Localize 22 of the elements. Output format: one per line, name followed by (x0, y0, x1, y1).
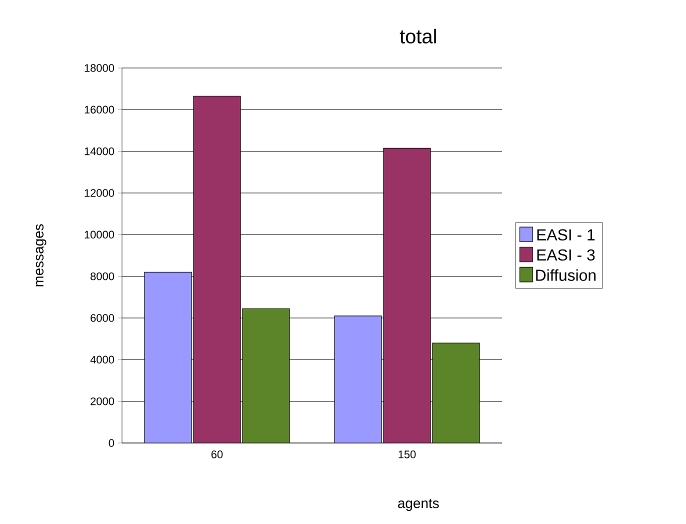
x-axis-title: agents (398, 499, 439, 511)
y-tick-label: 18000 (84, 64, 114, 72)
y-tick-label: 12000 (84, 189, 114, 197)
legend-label: EASI - 1 (537, 229, 595, 240)
y-tick-label: 6000 (90, 314, 114, 322)
y-tick-label: 2000 (90, 397, 114, 406)
bar (383, 148, 431, 443)
y-tick-label: 14000 (84, 147, 114, 156)
y-tick-label: 4000 (90, 356, 114, 364)
y-tick-label: 8000 (90, 272, 114, 280)
y-tick-label: 16000 (84, 106, 114, 114)
y-tick-label: 0 (108, 439, 114, 447)
x-tick-label: 60 (211, 450, 223, 458)
x-tick-label: 150 (398, 450, 416, 458)
bar (334, 316, 382, 443)
bar (144, 272, 192, 443)
legend-label: EASI - 3 (537, 249, 595, 261)
legend-label: Diffusion (536, 269, 596, 281)
bar (193, 96, 241, 443)
chart-title: total (400, 28, 436, 44)
y-axis-title: messages (36, 224, 46, 286)
y-tick-label: 10000 (84, 230, 114, 239)
